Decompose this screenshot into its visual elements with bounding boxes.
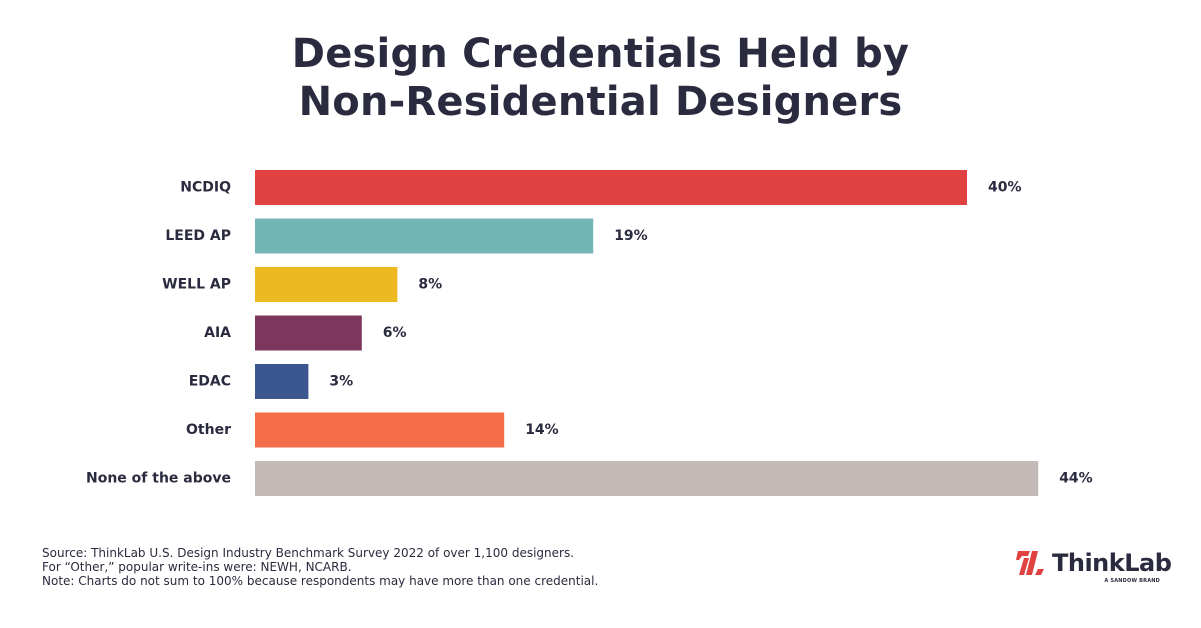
category-label-other: Other (186, 422, 231, 438)
category-label-ncdiq: NCDIQ (180, 180, 231, 196)
footnotes: Source: ThinkLab U.S. Design Industry Be… (42, 546, 598, 588)
value-label-aia: 6% (383, 325, 407, 341)
category-label-well-ap: WELL AP (162, 277, 231, 293)
value-label-other: 14% (525, 422, 559, 438)
source-note: Source: ThinkLab U.S. Design Industry Be… (42, 546, 575, 560)
value-label-edac: 3% (329, 374, 353, 390)
brand-tagline: A SANDOW BRAND (1104, 578, 1160, 584)
other-note: For “Other,” popular write-ins were: NEW… (42, 560, 352, 574)
bar-ncdiq (255, 170, 967, 205)
value-label-none-of-the-above: 44% (1059, 471, 1093, 487)
bar-chart: NCDIQ 40% LEED AP 19% WELL AP 8% AIA 6% EDAC 3% Ot… (86, 170, 1093, 496)
chart-title-line-2: Non-Residential Designers (298, 79, 903, 125)
value-label-ncdiq: 40% (988, 180, 1022, 196)
bar-leed-ap (255, 218, 594, 254)
category-label-aia: AIA (204, 325, 231, 341)
bars-group: NCDIQ 40% LEED AP 19% WELL AP 8% AIA 6% EDAC 3% Ot… (86, 170, 1093, 496)
category-label-leed-ap: LEED AP (165, 228, 231, 244)
chart-title-line-1: Design Credentials Held by (291, 31, 910, 77)
bar-edac (255, 364, 309, 399)
brand-name: ThinkLab (1052, 549, 1172, 577)
category-label-edac: EDAC (189, 374, 231, 390)
sum-note: Note: Charts do not sum to 100% because … (42, 574, 599, 588)
category-label-none-of-the-above: None of the above (86, 471, 231, 487)
value-label-well-ap: 8% (418, 277, 442, 293)
bar-well-ap (255, 267, 398, 302)
bar-aia (255, 315, 362, 351)
thinklab-logo-icon (1016, 551, 1044, 575)
value-label-leed-ap: 19% (614, 228, 648, 244)
bar-none-of-the-above (255, 461, 1039, 496)
thinklab-logo: ThinkLab ™ A SANDOW BRAND (1016, 548, 1172, 588)
trademark-symbol: ™ (1157, 566, 1163, 573)
chart-title: Design Credentials Held by Non-Residenti… (0, 30, 1201, 126)
bar-other (255, 412, 505, 448)
